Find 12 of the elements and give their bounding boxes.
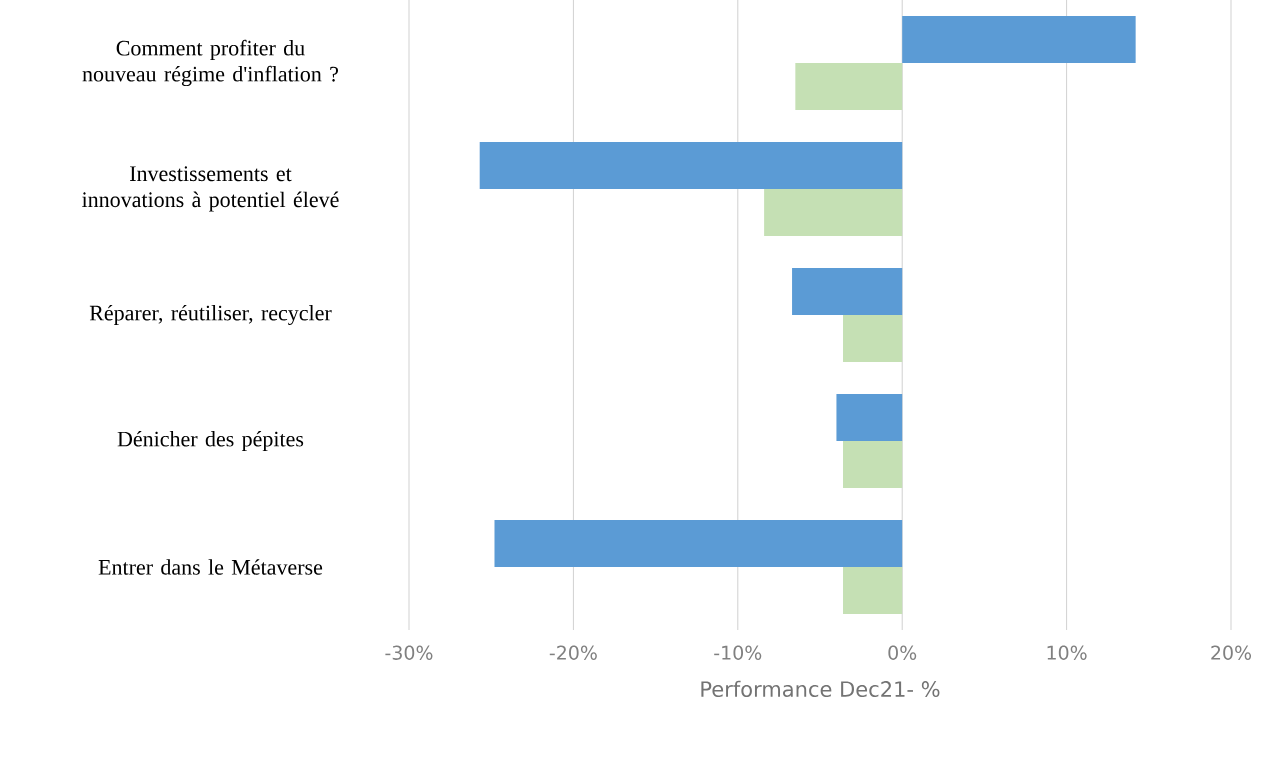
y-tick-label: Comment profiter du nouveau régime d'inflation ? bbox=[82, 39, 339, 87]
y-tick-label: Réparer, réutiliser, recycler bbox=[89, 304, 332, 326]
x-tick-label: -30% bbox=[385, 645, 433, 660]
x-tick-label: -10% bbox=[714, 645, 762, 660]
x-axis-title: Performance Dec21- % bbox=[701, 680, 940, 698]
x-tick-label: 10% bbox=[1047, 645, 1087, 660]
x-tick-label: -20% bbox=[549, 645, 597, 660]
x-tick-label: 0% bbox=[888, 645, 917, 660]
y-tick-label: Dénicher des pépites bbox=[117, 430, 304, 451]
y-tick-label: Entrer dans le Métaverse bbox=[98, 559, 323, 575]
y-tick-label: Investissements et innovations à potentiel élevé bbox=[82, 166, 339, 212]
x-tick-label: 20% bbox=[1211, 645, 1252, 660]
